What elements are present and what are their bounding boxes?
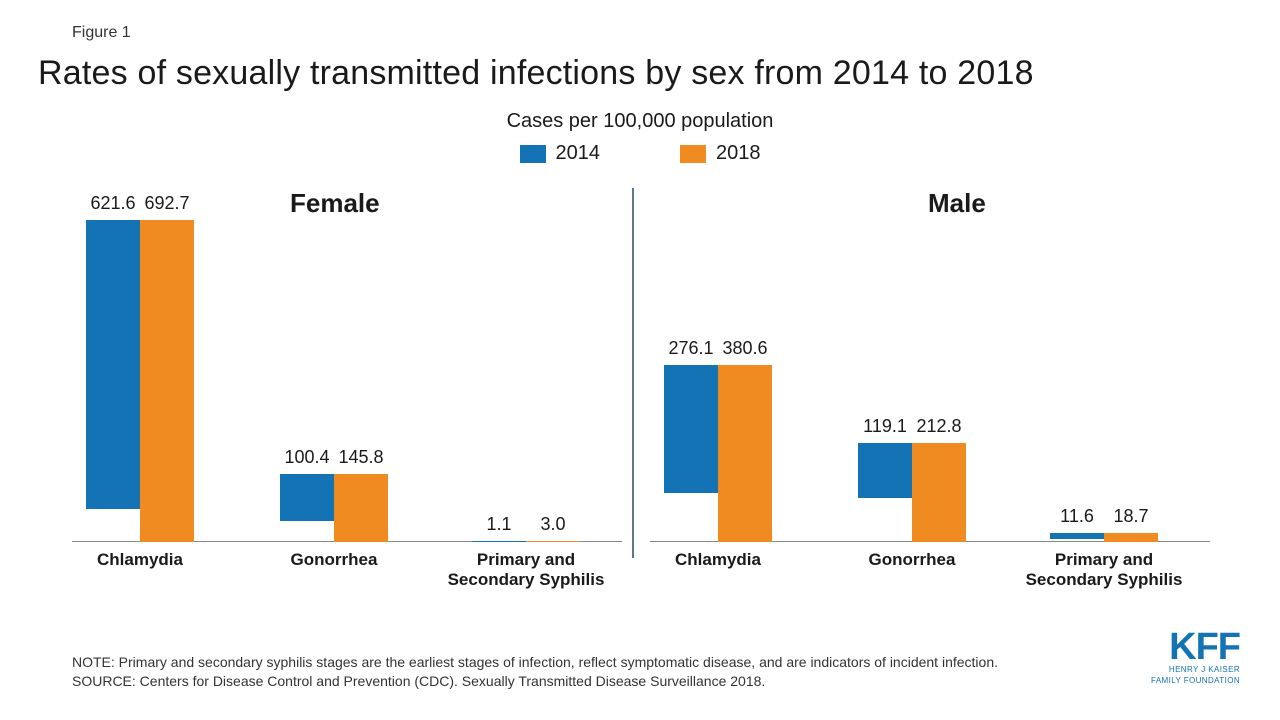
bar: 11.6	[1050, 533, 1104, 538]
category-label: Gonorrhea	[818, 550, 1006, 570]
figure-number: Figure 1	[72, 24, 131, 42]
category-labels-female: ChlamydiaGonorrheaPrimary andSecondary S…	[72, 546, 622, 592]
panel-divider	[632, 188, 634, 558]
kff-logo: KFF HENRY J KAISER FAMILY FOUNDATION	[1151, 630, 1240, 686]
bar: 100.4	[280, 474, 334, 521]
logo-text: KFF	[1151, 630, 1240, 664]
chart-subtitle: Cases per 100,000 population	[0, 110, 1280, 133]
legend-swatch-2014	[520, 145, 546, 163]
bar-group: 11.618.7	[1050, 533, 1158, 542]
logo-subtext-2: FAMILY FOUNDATION	[1151, 677, 1240, 686]
bar: 276.1	[664, 365, 718, 493]
bar-value-label: 621.6	[90, 193, 135, 214]
bar-value-label: 119.1	[863, 416, 907, 437]
bar: 3.0	[526, 541, 580, 542]
legend-item-2014: 2014	[520, 142, 601, 165]
bar-value-label: 1.1	[486, 514, 511, 535]
category-label: Gonorrhea	[240, 550, 428, 570]
bar: 380.6	[718, 365, 772, 542]
bar-group: 1.13.0	[472, 541, 580, 542]
bar-value-label: 100.4	[284, 447, 329, 468]
bar: 145.8	[334, 474, 388, 542]
bar: 212.8	[912, 443, 966, 542]
category-label: Chlamydia	[624, 550, 812, 570]
source-text: SOURCE: Centers for Disease Control and …	[72, 672, 1080, 692]
legend: 2014 2018	[0, 142, 1280, 165]
bar: 1.1	[472, 541, 526, 542]
bar: 18.7	[1104, 533, 1158, 542]
legend-item-2018: 2018	[680, 142, 761, 165]
legend-swatch-2018	[680, 145, 706, 163]
bar-group: 100.4145.8	[280, 474, 388, 542]
category-label: Primary andSecondary Syphilis	[432, 550, 620, 591]
chart-title: Rates of sexually transmitted infections…	[38, 54, 1034, 93]
note-text: NOTE: Primary and secondary syphilis sta…	[72, 653, 1080, 673]
bar: 692.7	[140, 220, 194, 542]
chart-panel-female: 621.6692.7100.4145.81.13.0	[72, 188, 622, 542]
category-labels-male: ChlamydiaGonorrheaPrimary andSecondary S…	[650, 546, 1210, 592]
bar-group: 621.6692.7	[86, 220, 194, 542]
bar-value-label: 380.6	[722, 338, 767, 359]
bar-group: 276.1380.6	[664, 365, 772, 542]
category-label: Primary andSecondary Syphilis	[1010, 550, 1198, 591]
legend-label-2014: 2014	[556, 142, 601, 165]
chart-panel-male: 276.1380.6119.1212.811.618.7	[650, 188, 1210, 542]
footer-notes: NOTE: Primary and secondary syphilis sta…	[72, 653, 1080, 692]
bar-value-label: 276.1	[668, 338, 713, 359]
bar-value-label: 3.0	[540, 514, 565, 535]
legend-label-2018: 2018	[716, 142, 761, 165]
bar: 119.1	[858, 443, 912, 498]
bar-group: 119.1212.8	[858, 443, 966, 542]
bar: 621.6	[86, 220, 140, 509]
bar-value-label: 212.8	[916, 416, 961, 437]
bar-value-label: 11.6	[1060, 506, 1094, 527]
bar-value-label: 692.7	[144, 193, 189, 214]
category-label: Chlamydia	[46, 550, 234, 570]
bar-value-label: 145.8	[338, 447, 383, 468]
logo-subtext-1: HENRY J KAISER	[1151, 666, 1240, 675]
bar-value-label: 18.7	[1113, 506, 1148, 527]
